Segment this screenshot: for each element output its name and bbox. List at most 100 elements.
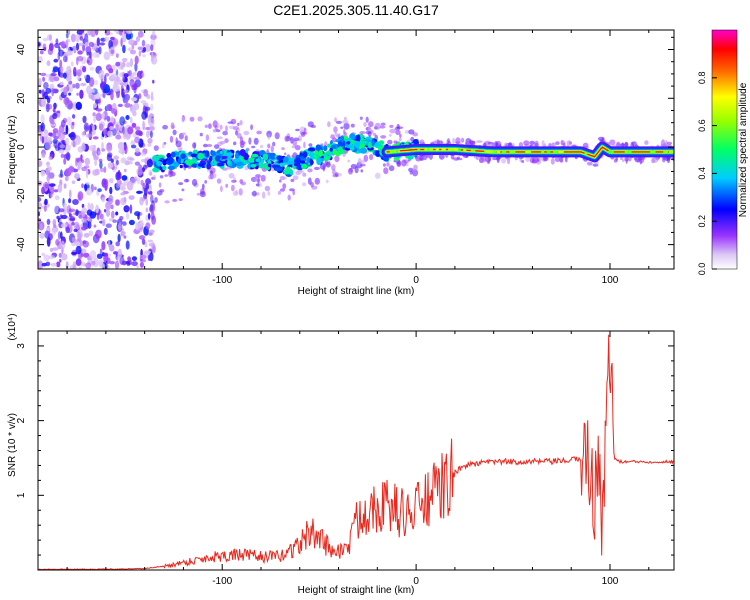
halo-blob xyxy=(559,157,564,163)
noise-blob xyxy=(69,213,73,218)
ridge-blob xyxy=(235,161,244,167)
band-speck xyxy=(470,149,476,152)
halo-blob xyxy=(153,145,159,151)
noise-blob xyxy=(68,198,72,204)
noise-blob xyxy=(137,30,144,38)
spectrogram-x-axis: -100 0 100 xyxy=(66,30,650,286)
noise-blob xyxy=(92,136,99,140)
noise-blob xyxy=(65,32,69,39)
halo-blob xyxy=(413,164,418,170)
halo-blob xyxy=(248,137,252,145)
noise-blob xyxy=(103,227,108,236)
noise-blob xyxy=(46,60,51,67)
noise-blob xyxy=(110,116,114,123)
halo-blob xyxy=(152,174,157,181)
halo-blob xyxy=(240,181,246,186)
halo-blob xyxy=(264,185,271,192)
noise-blob xyxy=(93,224,97,228)
halo-blob xyxy=(597,136,605,141)
noise-blob xyxy=(134,176,138,180)
band-speck xyxy=(441,148,447,151)
noise-blob xyxy=(121,175,128,181)
noise-blob xyxy=(93,116,97,123)
ridge-blob xyxy=(316,157,322,166)
ridge-blob xyxy=(167,165,176,170)
ridge-blob xyxy=(309,151,314,158)
noise-blob xyxy=(66,47,70,52)
noise-blob xyxy=(149,172,153,176)
noise-blob xyxy=(68,144,72,151)
noise-blob xyxy=(66,116,72,126)
noise-blob xyxy=(148,243,154,247)
noise-blob xyxy=(55,239,60,246)
noise-blob xyxy=(72,140,76,148)
noise-blob xyxy=(75,209,79,217)
band-speck xyxy=(457,148,461,151)
noise-blob xyxy=(40,72,47,77)
noise-blob xyxy=(152,79,155,84)
noise-blob xyxy=(126,61,131,68)
ridge-blob xyxy=(206,160,211,164)
noise-blob xyxy=(121,57,128,63)
halo-blob xyxy=(565,156,568,163)
ridge-blob xyxy=(157,154,164,158)
noise-blob xyxy=(45,103,50,113)
halo-blob xyxy=(284,152,287,156)
halo-blob xyxy=(253,137,259,145)
noise-blob xyxy=(44,198,48,206)
noise-blob xyxy=(110,91,114,101)
halo-blob xyxy=(307,121,314,128)
halo-blob xyxy=(199,132,203,137)
noise-blob xyxy=(77,30,85,34)
halo-blob xyxy=(237,122,240,126)
band-speck xyxy=(389,150,395,153)
halo-blob xyxy=(389,128,396,134)
noise-blob xyxy=(95,112,102,122)
noise-blob xyxy=(41,186,45,195)
noise-blob xyxy=(131,261,138,267)
noise-blob xyxy=(47,166,52,172)
halo-blob xyxy=(624,141,629,148)
noise-blob xyxy=(134,211,141,217)
ridge-blob xyxy=(318,149,323,157)
halo-blob xyxy=(261,191,266,199)
noise-blob xyxy=(117,131,120,135)
noise-blob xyxy=(56,215,60,220)
halo-blob xyxy=(290,178,295,183)
halo-blob xyxy=(178,182,184,186)
noise-blob xyxy=(60,214,68,220)
halo-blob xyxy=(302,182,307,187)
halo-blob xyxy=(291,145,296,149)
noise-blob xyxy=(78,42,85,47)
halo-blob xyxy=(348,167,353,175)
noise-blob xyxy=(93,144,96,148)
noise-blob xyxy=(86,85,92,95)
noise-blob xyxy=(147,239,154,243)
ridge-blob xyxy=(296,164,303,171)
noise-blob xyxy=(144,43,151,53)
ridge-blob xyxy=(235,152,239,160)
noise-blob xyxy=(141,72,145,78)
noise-blob xyxy=(142,164,148,170)
y-tick-label: 20 xyxy=(16,92,27,104)
noise-blob xyxy=(39,130,43,137)
snr-x-axis: -100 0 100 xyxy=(66,331,650,587)
noise-blob xyxy=(134,136,141,144)
noise-blob xyxy=(143,89,149,97)
noise-blob xyxy=(72,261,77,269)
noise-blob xyxy=(85,168,89,179)
halo-blob xyxy=(210,173,217,179)
noise-blob xyxy=(136,265,140,269)
noise-blob xyxy=(144,241,148,248)
noise-blob xyxy=(106,144,113,152)
noise-blob xyxy=(53,224,57,228)
halo-blob xyxy=(225,183,229,188)
ridge-blob xyxy=(173,161,179,168)
halo-blob xyxy=(233,141,237,146)
x-tick-label: 0 xyxy=(413,275,419,286)
ridge-blob xyxy=(340,135,345,143)
noise-blob xyxy=(64,137,70,145)
noise-blob xyxy=(81,203,85,209)
noise-blob xyxy=(57,231,61,240)
halo-blob xyxy=(331,164,336,171)
